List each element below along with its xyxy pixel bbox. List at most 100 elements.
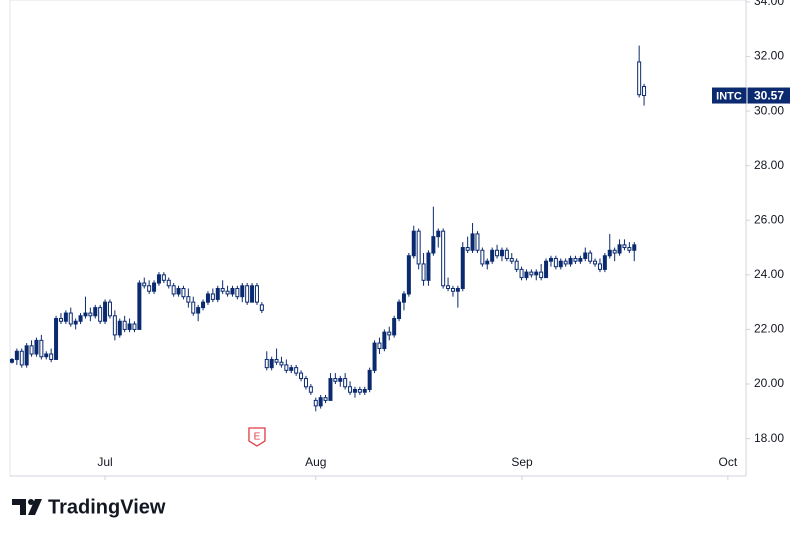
- candle-body: [196, 307, 201, 314]
- candle-body: [544, 260, 549, 279]
- candle-body: [142, 282, 147, 287]
- candle-body: [597, 263, 602, 270]
- candle-body: [558, 260, 563, 268]
- candle-body: [93, 307, 98, 317]
- candle-body: [240, 285, 245, 298]
- candle-body: [83, 312, 88, 317]
- brand: TradingView: [48, 496, 166, 518]
- candle-body: [49, 353, 54, 360]
- candle-body: [254, 285, 259, 303]
- y-tick-label: 20.00: [754, 376, 784, 390]
- tradingview-logo: TradingView: [12, 496, 166, 518]
- candle-body: [215, 287, 220, 300]
- candle-body: [201, 301, 206, 309]
- candle-body: [563, 260, 568, 265]
- candle-body: [152, 282, 157, 292]
- candle-body: [431, 236, 436, 254]
- candle-body: [166, 279, 171, 287]
- candle-body: [352, 388, 357, 393]
- candle-body: [455, 287, 460, 292]
- plot-frame: [9, 0, 747, 477]
- candle-body: [279, 361, 284, 366]
- candle-body: [485, 260, 490, 265]
- candle-body: [137, 282, 142, 330]
- y-tick-label: 32.00: [754, 49, 784, 63]
- candle-body: [156, 274, 161, 284]
- candle-body: [377, 342, 382, 350]
- candle-body: [19, 350, 24, 366]
- candle-body: [460, 247, 465, 289]
- candle-body: [583, 252, 588, 259]
- candle-body: [539, 271, 544, 279]
- candle-body: [416, 230, 421, 265]
- last-price-bg: [712, 87, 790, 104]
- candle-body: [318, 397, 323, 407]
- candle-body: [573, 257, 578, 262]
- candle-body: [29, 345, 34, 355]
- candle-body: [269, 358, 274, 369]
- candle-body: [117, 320, 122, 336]
- candle-body: [24, 345, 29, 366]
- candle-body: [210, 293, 215, 300]
- candle-body: [372, 342, 377, 371]
- candle-body: [495, 249, 500, 257]
- candle-body: [181, 287, 186, 298]
- candle-body: [622, 244, 627, 249]
- y-tick-label: 22.00: [754, 322, 784, 336]
- candle-body: [54, 318, 59, 360]
- candle-body: [147, 285, 152, 292]
- candle-body: [161, 274, 166, 281]
- candle-body: [436, 230, 441, 238]
- y-tick-label: 34.00: [754, 0, 784, 8]
- candle-body: [313, 399, 318, 407]
- candle-body: [450, 287, 455, 292]
- candle-body: [245, 285, 250, 303]
- candle-body: [593, 260, 598, 265]
- candle-body: [446, 285, 451, 289]
- candle-body: [107, 301, 112, 317]
- candle-body: [132, 323, 137, 330]
- candle-body: [14, 350, 19, 360]
- candle-body: [39, 339, 44, 358]
- candle-body: [58, 318, 63, 322]
- candle-body: [411, 230, 416, 257]
- candle-body: [68, 312, 73, 325]
- candle-body: [259, 304, 264, 311]
- candle-body: [323, 397, 328, 401]
- candle-body: [225, 290, 230, 295]
- candle-body: [406, 255, 411, 295]
- x-tick-label: Sep: [511, 455, 533, 469]
- candle-body: [299, 372, 304, 380]
- candle-body: [441, 230, 446, 287]
- y-tick-label: 24.00: [754, 267, 784, 281]
- candle-body: [470, 233, 475, 251]
- candle-body: [529, 271, 534, 276]
- candle-body: [235, 287, 240, 298]
- candle-body: [509, 257, 514, 262]
- candle-body: [220, 287, 225, 292]
- candle-body: [171, 285, 176, 295]
- candle-body: [627, 247, 632, 251]
- candle-body: [289, 367, 294, 371]
- candle-body: [348, 386, 353, 393]
- candle-body: [426, 252, 431, 281]
- candle-body: [480, 249, 485, 265]
- candle-body: [632, 244, 637, 251]
- candle-body: [294, 367, 299, 374]
- candle-body: [397, 301, 402, 320]
- candle-body: [73, 320, 78, 325]
- candle-body: [392, 318, 397, 336]
- candle-body: [127, 323, 132, 330]
- candle-body: [274, 358, 279, 363]
- candle-body: [98, 307, 103, 322]
- candle-body: [186, 296, 191, 303]
- y-tick-label: 30.00: [754, 103, 784, 117]
- candle-body: [191, 301, 196, 314]
- candle-body: [499, 249, 504, 257]
- candle-body: [250, 285, 255, 303]
- candle-body: [78, 315, 83, 322]
- candle-body: [524, 271, 529, 279]
- candle-body: [264, 358, 269, 369]
- x-tick-label: Aug: [305, 455, 326, 469]
